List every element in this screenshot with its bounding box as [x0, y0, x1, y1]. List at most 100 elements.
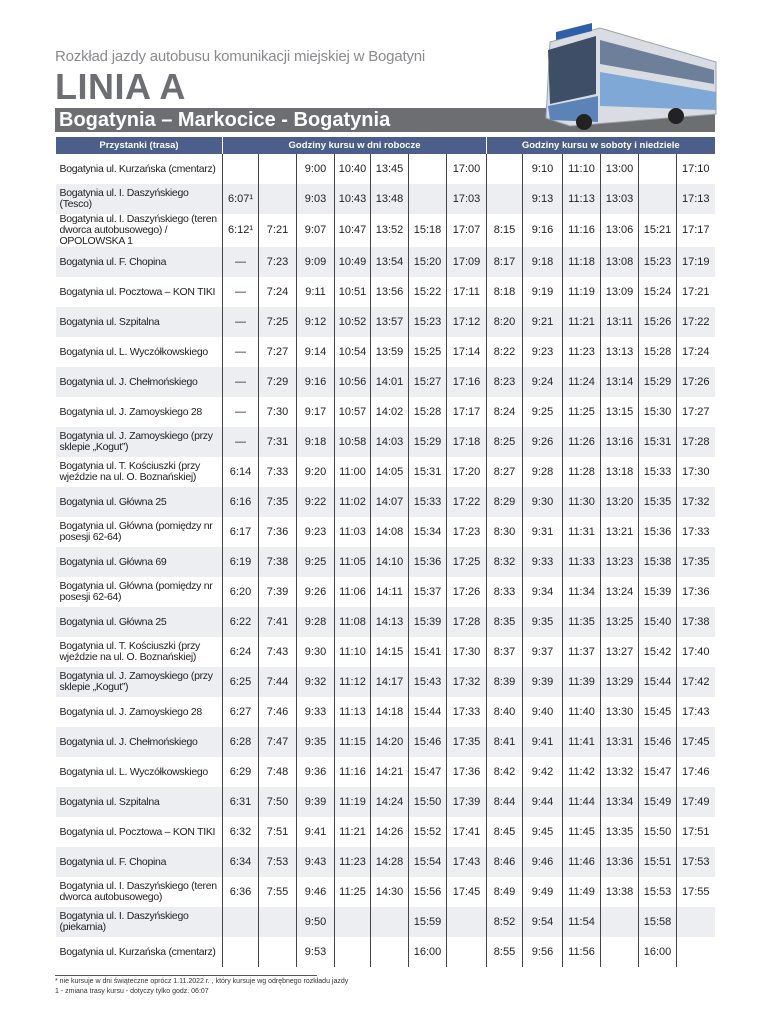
- stop-name: Bogatynia ul. J. Zamoyskiego 28: [59, 705, 203, 718]
- departure-time: 11:25: [562, 397, 601, 427]
- departure-time: 9:23: [522, 337, 563, 367]
- departure-time: 7:33: [258, 457, 297, 487]
- departure-time: 8:42: [486, 757, 523, 787]
- departure-time: 13:13: [600, 337, 639, 367]
- departure-time: 17:35: [676, 547, 715, 577]
- departure-time: 13:36: [600, 847, 639, 877]
- empty-cell: [408, 154, 447, 184]
- departure-time: 17:11: [446, 277, 487, 307]
- departure-time: 9:35: [522, 607, 563, 637]
- departure-time: 7:47: [258, 727, 297, 757]
- departure-time: 13:27: [600, 637, 639, 667]
- stop-name: Bogatynia ul. Pocztowa – KON TIKI: [59, 285, 216, 298]
- departure-time: 11:25: [334, 877, 371, 907]
- footnote: * nie kursuje w dni świąteczne oprócz 1.…: [55, 978, 349, 985]
- table-row: Bogatynia ul. J. Chełmońskiego 6:28 7:47 9:…: [55, 727, 715, 757]
- departure-time: 11:03: [334, 517, 371, 547]
- table-header: Przystanki (trasa) Godziny kursu w dni r…: [55, 137, 715, 154]
- stop-name: Bogatynia ul. Kurzańska (cmentarz): [59, 945, 216, 958]
- departure-time: 15:24: [638, 277, 677, 307]
- departure-time: 15:44: [638, 667, 677, 697]
- departure-time: 15:43: [408, 667, 447, 697]
- departure-time: 8:41: [486, 727, 523, 757]
- table-row: Bogatynia ul. Główna 25 6:16 7:35 9:22 11:02…: [55, 487, 715, 517]
- departure-time: 16:00: [408, 937, 447, 967]
- departure-time: 11:16: [562, 214, 601, 247]
- departure-time: 9:56: [522, 937, 563, 967]
- departure-time: 17:27: [676, 397, 715, 427]
- departure-time: 9:33: [296, 697, 335, 727]
- header-weekday: Godziny kursu w dni robocze: [222, 137, 487, 154]
- table-row: Bogatynia ul. Główna (pomiędzy nr posesj…: [56, 517, 715, 547]
- departure-time: 8:35: [486, 607, 523, 637]
- departure-time: 13:29: [600, 667, 639, 697]
- table-row: Bogatynia ul. Pocztowa – KON TIKI —7:24 9:…: [56, 277, 715, 307]
- departure-time: 6:31: [222, 787, 259, 817]
- empty-cell: [370, 937, 409, 967]
- stop-name: Bogatynia ul. Główna (pomiędzy nr posesj…: [59, 580, 213, 603]
- departure-time: 17:00: [446, 154, 487, 184]
- departure-time: 15:39: [638, 577, 677, 607]
- departure-time: 11:19: [334, 787, 371, 817]
- departure-time: 9:50: [296, 907, 335, 937]
- departure-time: 9:13: [522, 184, 563, 214]
- stop-name: Bogatynia ul. Główna (pomiędzy nr posesj…: [59, 520, 213, 543]
- table-row: Bogatynia ul. I. Daszyńskiego (Tesco) 6:0…: [55, 184, 715, 214]
- departure-time: 9:22: [296, 487, 335, 517]
- departure-time: 13:38: [600, 877, 639, 907]
- departure-time: 10:51: [334, 277, 371, 307]
- departure-time: 13:59: [370, 337, 409, 367]
- departure-time: 15:30: [638, 397, 677, 427]
- departure-time: 15:34: [408, 517, 447, 547]
- departure-time: 13:08: [600, 247, 639, 277]
- departure-time: 9:41: [522, 727, 563, 757]
- departure-time: 11:16: [334, 757, 371, 787]
- subtitle: Rozkład jazdy autobusu komunikacji miejs…: [55, 48, 426, 65]
- departure-time: 8:25: [486, 427, 523, 457]
- departure-time: 9:31: [522, 517, 563, 547]
- departure-time: 11:13: [562, 184, 601, 214]
- departure-time: 9:46: [296, 877, 335, 907]
- departure-time: 9:36: [296, 757, 335, 787]
- departure-time: 9:28: [296, 607, 335, 637]
- departure-time: 9:39: [522, 667, 563, 697]
- departure-time: 17:40: [676, 637, 715, 667]
- departure-time: 13:56: [370, 277, 409, 307]
- departure-time: 8:49: [486, 877, 523, 907]
- departure-time: 10:49: [334, 247, 371, 277]
- departure-time: 17:38: [676, 607, 715, 637]
- departure-time: 9:11: [296, 277, 335, 307]
- stop-name: Bogatynia ul. I. Daszyńskiego (Tesco): [55, 184, 223, 214]
- departure-time: 11:23: [334, 847, 371, 877]
- departure-time: 15:23: [638, 247, 677, 277]
- departure-time: 9:03: [296, 184, 335, 214]
- empty-cell: [600, 937, 639, 967]
- departure-time: 7:23: [258, 247, 297, 277]
- departure-time: 13:34: [600, 787, 639, 817]
- empty-cell: [676, 907, 715, 937]
- departure-time: 15:23: [408, 307, 447, 337]
- stop-name: Bogatynia ul. I. Daszyńskiego (piekarnia…: [55, 907, 223, 937]
- departure-time: 11:46: [562, 847, 601, 877]
- departure-time: 11:31: [562, 517, 601, 547]
- departure-time: 11:37: [562, 637, 601, 667]
- departure-time: 11:30: [562, 487, 601, 517]
- departure-time: 11:49: [562, 877, 601, 907]
- departure-time: 15:36: [638, 517, 677, 547]
- departure-time: 8:55: [486, 937, 523, 967]
- line-title: LINIA A: [55, 66, 186, 107]
- departure-time: 16:00: [638, 937, 677, 967]
- departure-time: 9:46: [522, 847, 563, 877]
- stop-name: Bogatynia ul. I. Daszyńskiego (teren dwo…: [59, 213, 218, 247]
- departure-time: 7:53: [258, 847, 297, 877]
- departure-time: —: [222, 337, 259, 367]
- departure-time: 11:56: [562, 937, 601, 967]
- empty-cell: [258, 937, 297, 967]
- departure-time: 13:24: [600, 577, 639, 607]
- departure-time: 8:24: [486, 397, 523, 427]
- departure-time: 9:44: [522, 787, 563, 817]
- departure-time: 6:34: [222, 847, 259, 877]
- departure-time: 13:09: [600, 277, 639, 307]
- empty-cell: [638, 154, 677, 184]
- departure-time: 17:51: [676, 817, 715, 847]
